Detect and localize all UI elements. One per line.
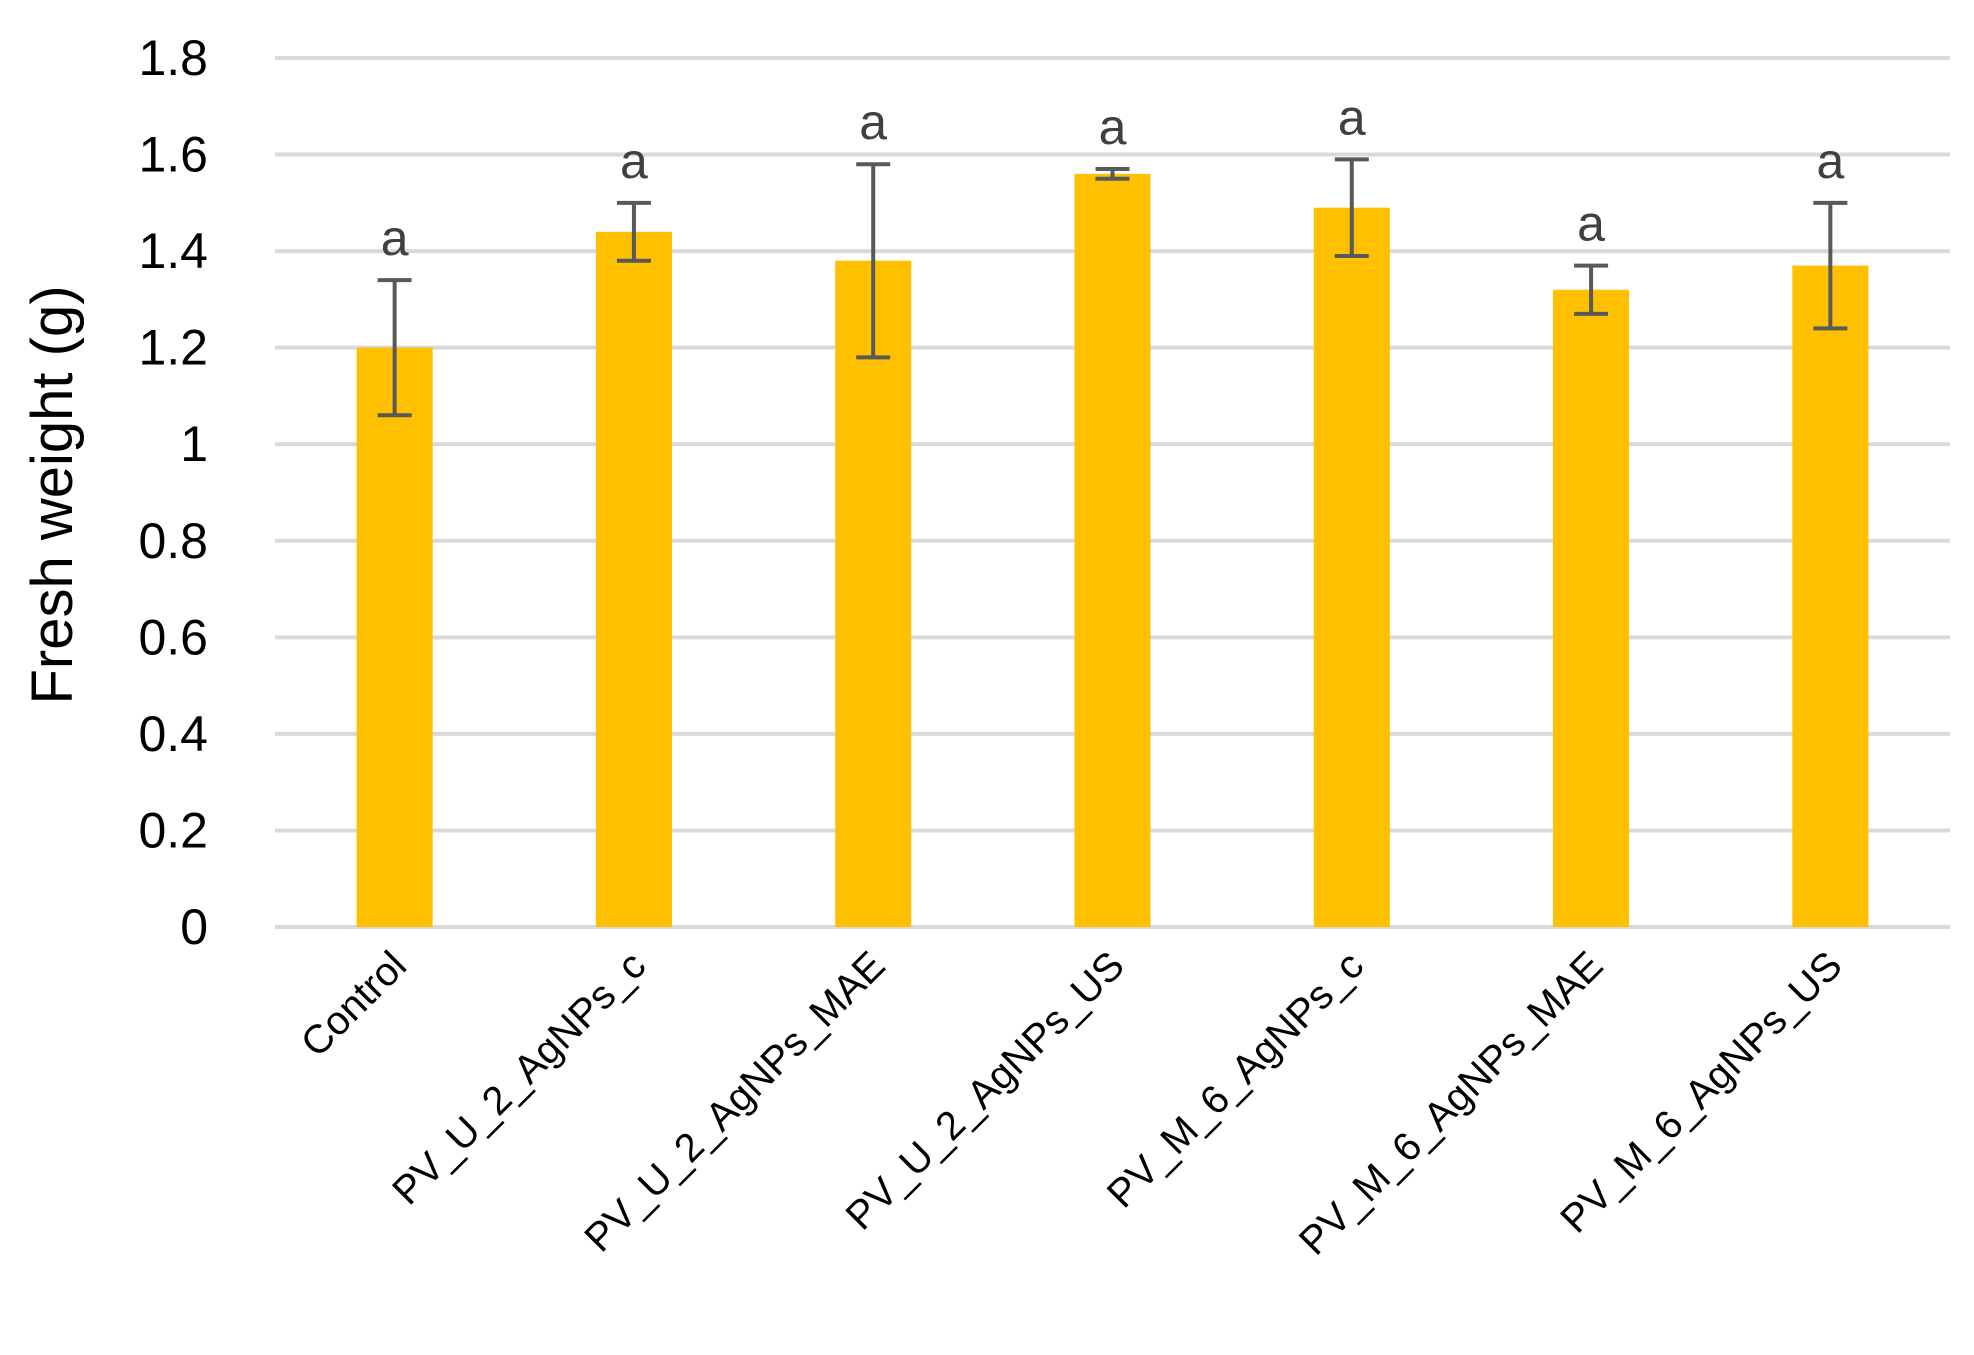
- bar: [835, 260, 912, 927]
- y-tick-label: 0: [180, 899, 208, 955]
- y-tick-label: 0.6: [138, 609, 208, 665]
- y-tick-label: 0.4: [138, 706, 208, 762]
- y-tick-label: 1.2: [138, 320, 208, 376]
- significance-label: a: [381, 210, 409, 266]
- y-tick-label: 0.2: [138, 802, 208, 858]
- significance-labels: a a a a a a a: [381, 89, 1845, 266]
- y-tick-label: 0.8: [138, 513, 208, 569]
- bar: [595, 231, 672, 928]
- y-tick-label: 1.8: [138, 30, 208, 86]
- x-tick-label: PV_U_2_AgNPs_c: [384, 943, 654, 1213]
- x-tick-label: PV_M_6_AgNPs_c: [1099, 943, 1372, 1216]
- bars: [356, 173, 1869, 928]
- significance-label: a: [620, 133, 648, 189]
- significance-label: a: [859, 94, 887, 150]
- significance-label: a: [1338, 89, 1366, 145]
- y-tick-label: 1.4: [138, 223, 208, 279]
- x-tick-label: PV_U_2_AgNPs_US: [838, 943, 1133, 1238]
- error-bars: [377, 157, 1848, 418]
- bar: [1792, 265, 1869, 927]
- y-axis-ticks: 0 0.2 0.4 0.6 0.8 1 1.2 1.4 1.6 1.8: [138, 30, 208, 955]
- bar: [1553, 289, 1630, 927]
- x-axis-categories: ControlPV_U_2_AgNPs_cPV_U_2_AgNPs_MAEPV_…: [293, 943, 1851, 1263]
- y-tick-label: 1: [180, 416, 208, 472]
- significance-label: a: [1816, 133, 1844, 189]
- x-tick-label: Control: [293, 943, 415, 1065]
- bar: [1074, 173, 1151, 927]
- y-axis-title: Fresh weight (g): [20, 285, 85, 704]
- bar: [1313, 207, 1390, 927]
- significance-label: a: [1577, 196, 1605, 252]
- y-tick-label: 1.6: [138, 127, 208, 183]
- bar: [356, 347, 433, 928]
- significance-label: a: [1099, 99, 1127, 155]
